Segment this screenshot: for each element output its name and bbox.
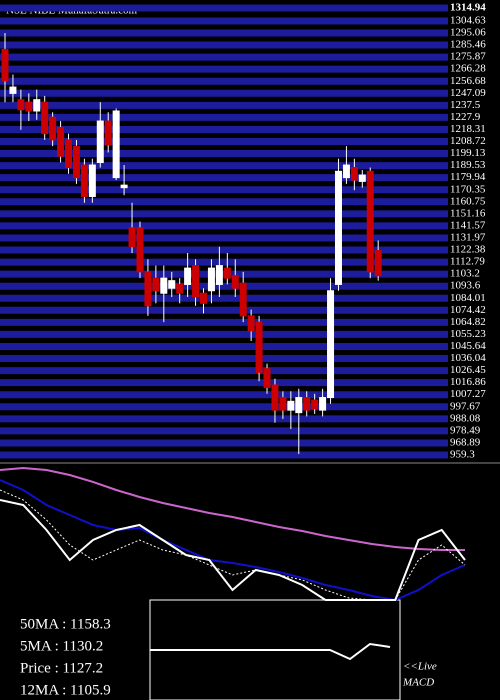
candle-body [88, 164, 96, 197]
indicator-line [150, 642, 391, 661]
y-tick-label: 1179.94 [450, 171, 486, 183]
y-tick-label: 1237.5 [450, 99, 481, 111]
candle-body [247, 315, 255, 332]
y-tick-label: 1160.75 [450, 195, 486, 207]
macd-annotation: MACD [402, 677, 434, 689]
y-tick-label: 1084.01 [450, 292, 486, 304]
candle-body [311, 399, 319, 410]
candle-body [303, 397, 311, 411]
y-tick-label: 1266.28 [450, 63, 486, 75]
candle-body [25, 101, 33, 112]
y-tick-label: 1122.38 [450, 244, 486, 256]
candle-body [287, 400, 295, 411]
candle-body [239, 282, 247, 317]
candle-body [65, 139, 73, 169]
candle-body [295, 397, 303, 414]
candle-body [327, 290, 335, 399]
y-tick-label: 1036.04 [450, 352, 486, 364]
y-tick-label: 1045.64 [450, 340, 486, 352]
y-tick-label: 1199.13 [450, 147, 486, 159]
candle-body [279, 397, 287, 411]
y-tick-label: 1275.87 [450, 51, 486, 63]
candle-body [144, 271, 152, 307]
y-tick-label: 1189.53 [450, 159, 486, 171]
y-tick-label: 978.49 [450, 424, 481, 436]
candle-body [223, 267, 231, 279]
candle-body [120, 184, 128, 189]
candle-body [334, 170, 342, 285]
y-tick-label: 997.67 [450, 400, 481, 412]
y-tick-label: 1304.63 [450, 14, 486, 26]
y-tick-label: 959.3 [450, 449, 475, 461]
candle-body [231, 275, 239, 289]
legend-text: 50MA : 1158.3 [20, 616, 111, 632]
candle-body [374, 250, 382, 277]
indicator-line [0, 466, 465, 551]
y-tick-label: 1256.68 [450, 75, 486, 87]
candle-body [342, 164, 350, 179]
candle-body [200, 292, 207, 304]
y-tick-label: 1064.82 [450, 316, 486, 328]
y-tick-label: 1285.46 [450, 39, 486, 51]
y-tick-label: 1314.94 [450, 2, 486, 14]
candle-body [49, 116, 57, 141]
y-tick-label: 1093.6 [450, 280, 481, 292]
y-tick-label: 968.89 [450, 436, 481, 448]
candle-body [319, 397, 327, 411]
candle-body [350, 167, 358, 181]
candle-body [104, 120, 112, 146]
macd-annotation: <<Live [403, 661, 437, 673]
candle-body [96, 120, 104, 164]
y-tick-label: 1227.9 [450, 111, 481, 123]
legend-text: 12MA : 1105.9 [20, 682, 111, 698]
candle-body [72, 145, 80, 179]
y-tick-label: 1074.42 [450, 304, 486, 316]
y-tick-label: 1016.86 [450, 376, 486, 388]
candle-body [192, 265, 200, 298]
candle-body [160, 277, 168, 294]
y-tick-label: 1170.35 [450, 183, 486, 195]
y-tick-label: 1218.31 [450, 123, 486, 135]
indicator-line [0, 489, 466, 601]
indicator-line [0, 479, 466, 602]
y-tick-label: 1131.97 [450, 232, 486, 244]
candle-body [136, 227, 144, 273]
y-tick-label: 1141.57 [450, 219, 486, 231]
candle-body [366, 170, 374, 273]
y-tick-label: 1055.23 [450, 328, 486, 340]
candle-body [168, 280, 176, 289]
y-tick-label: 1007.27 [450, 388, 486, 400]
candle-body [128, 227, 136, 248]
candle-body [9, 86, 17, 94]
candle-body [80, 164, 88, 197]
y-tick-label: 1026.45 [450, 364, 486, 376]
y-tick-label: 988.08 [450, 412, 481, 424]
y-tick-label: 1247.09 [450, 87, 486, 99]
candle-body [112, 110, 120, 179]
candle-body [271, 384, 279, 411]
candle-body [255, 321, 263, 373]
candle-body [207, 267, 215, 292]
legend-text: Price : 1127.2 [20, 660, 103, 676]
legend-text: 5MA : 1130.2 [20, 638, 103, 654]
y-tick-label: 1295.06 [450, 27, 486, 39]
candle-body [263, 368, 271, 389]
y-tick-label: 1112.79 [450, 256, 485, 268]
y-tick-label: 1103.2 [450, 268, 480, 280]
y-tick-label: 1208.72 [450, 135, 486, 147]
candle-body [17, 99, 25, 111]
candle-body [1, 48, 9, 82]
candle-body [176, 283, 184, 294]
candle-body [33, 99, 41, 112]
y-tick-label: 1151.16 [450, 207, 486, 219]
candle-body [57, 126, 65, 157]
candle-body [215, 265, 223, 285]
candle-body [152, 277, 160, 292]
candle-body [41, 101, 49, 135]
candle-body [358, 174, 366, 182]
candle-body [184, 267, 192, 285]
